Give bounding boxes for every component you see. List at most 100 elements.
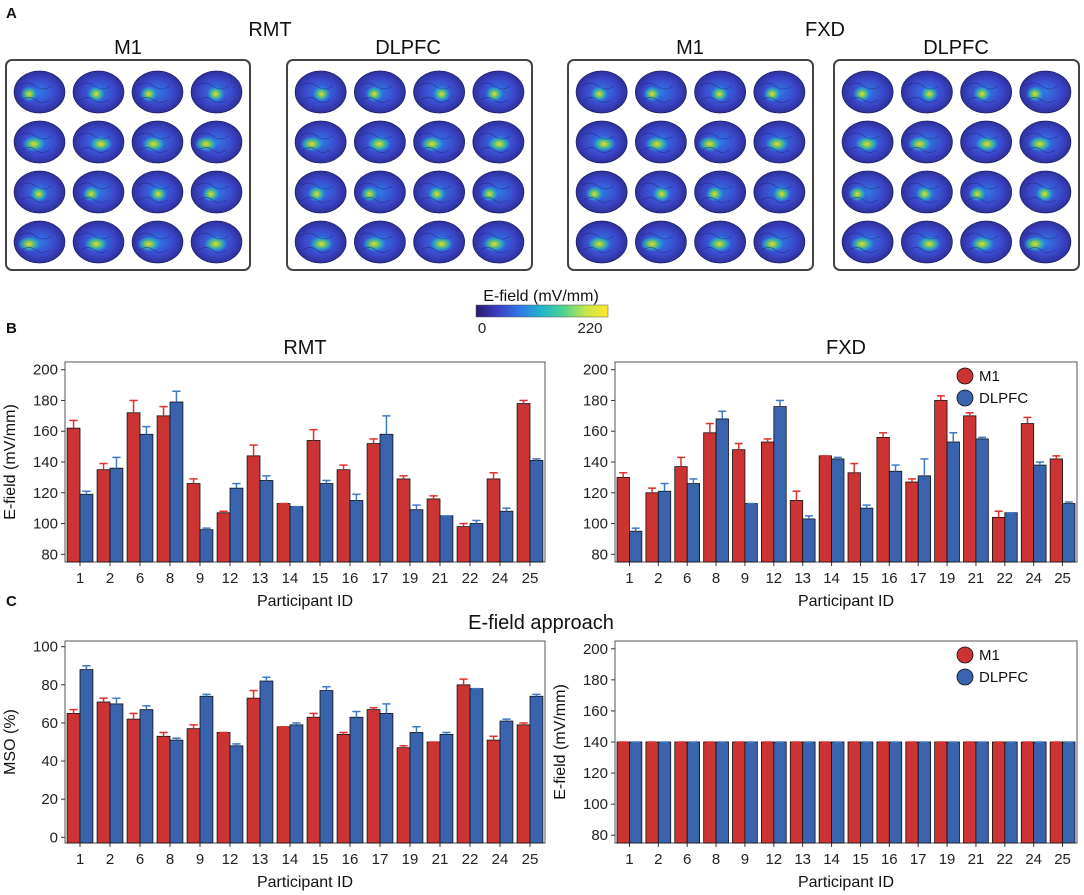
- x-tick-label: 12: [222, 851, 239, 868]
- brain-map-group: [833, 59, 1080, 271]
- x-tick-label: 8: [712, 851, 720, 868]
- brain-map: [575, 120, 628, 164]
- brain-map: [960, 70, 1013, 114]
- error-bar-dlpfc: [412, 504, 421, 510]
- bar-dlpfc: [169, 401, 184, 563]
- legend: M1 DLPFC: [956, 367, 1028, 407]
- x-tick-label: 22: [996, 570, 1013, 587]
- error-bar-dlpfc: [631, 527, 640, 532]
- bar-dlpfc: [946, 441, 960, 563]
- legend-label: M1: [979, 368, 1000, 385]
- error-bar-m1: [339, 464, 348, 470]
- bar-dlpfc: [715, 741, 729, 844]
- error-bar-dlpfc: [232, 482, 241, 489]
- brain-map: [72, 120, 125, 164]
- error-bar-dlpfc: [112, 456, 121, 469]
- x-tick-label: 24: [1025, 851, 1042, 868]
- error-bar-m1: [994, 510, 1003, 518]
- bar-m1: [456, 684, 471, 844]
- error-bar-dlpfc: [442, 731, 451, 735]
- bar-dlpfc: [79, 493, 94, 563]
- brain-map: [694, 170, 747, 214]
- colorbar: [475, 304, 609, 318]
- brain-map: [13, 70, 66, 114]
- error-bar-m1: [879, 432, 888, 438]
- error-bar-m1: [309, 712, 318, 718]
- error-bar-dlpfc: [262, 475, 271, 481]
- bar-dlpfc: [229, 745, 244, 844]
- x-tick-label: 25: [522, 851, 539, 868]
- error-bar-m1: [792, 490, 801, 501]
- x-tick-label: 25: [1054, 570, 1071, 587]
- bar-m1: [703, 741, 717, 844]
- brain-map: [1019, 70, 1072, 114]
- x-tick-label: 15: [852, 570, 869, 587]
- bar-m1: [789, 741, 804, 844]
- panel-a-rmt-title: RMT: [248, 19, 291, 41]
- brain-map: [13, 120, 66, 164]
- x-tick-label: 17: [910, 570, 927, 587]
- x-tick-label: 13: [794, 570, 811, 587]
- x-tick-label: 2: [654, 851, 662, 868]
- chart-title: FXD: [826, 337, 866, 359]
- brain-map-frame: [567, 59, 814, 271]
- x-tick-label: 21: [968, 851, 985, 868]
- error-bar-dlpfc: [532, 693, 541, 697]
- error-bar-dlpfc: [172, 390, 181, 402]
- panel-a-label: A: [6, 5, 17, 22]
- error-bar-dlpfc: [502, 507, 511, 512]
- error-bar-m1: [619, 472, 628, 478]
- bar-m1: [276, 503, 291, 563]
- bar-m1: [847, 472, 861, 563]
- error-bar-m1: [399, 475, 408, 479]
- bar-dlpfc: [686, 741, 701, 844]
- bar-m1: [156, 735, 171, 844]
- brain-map: [753, 70, 806, 114]
- x-tick-label: 14: [282, 570, 299, 587]
- bar-m1: [426, 498, 441, 563]
- bar-m1: [216, 512, 231, 563]
- x-tick-label: 8: [712, 570, 720, 587]
- brain-map: [472, 170, 525, 214]
- x-tick-label: 13: [252, 570, 269, 587]
- error-bar-m1: [159, 405, 168, 416]
- panel-a-group-2: DLPFC: [375, 37, 441, 59]
- bar-m1: [616, 741, 630, 844]
- x-tick-label: 1: [625, 570, 633, 587]
- brain-map: [575, 220, 628, 264]
- bar-dlpfc: [686, 483, 701, 563]
- bar-m1: [905, 741, 919, 844]
- bar-dlpfc: [629, 530, 643, 563]
- brain-map: [1019, 120, 1072, 164]
- error-bar-m1: [965, 412, 974, 416]
- brain-map: [472, 220, 525, 264]
- error-bar-dlpfc: [833, 456, 842, 459]
- error-bar-dlpfc: [322, 479, 331, 484]
- brain-map: [900, 70, 953, 114]
- bar-dlpfc: [831, 741, 845, 844]
- brain-map: [72, 220, 125, 264]
- x-tick-label: 1: [76, 851, 84, 868]
- bar-m1: [818, 455, 832, 563]
- bar-dlpfc: [831, 458, 845, 563]
- error-bar-m1: [369, 438, 378, 444]
- y-tick-label: 180: [33, 392, 58, 409]
- bar-dlpfc: [199, 695, 214, 844]
- colorbar-min-label: 0: [478, 320, 486, 337]
- bar-dlpfc: [319, 690, 334, 844]
- brain-map: [190, 170, 243, 214]
- bar-m1: [760, 741, 775, 844]
- y-tick-label: 160: [583, 423, 608, 440]
- brain-map: [472, 120, 525, 164]
- legend-dlpfc: DLPFC: [956, 668, 1028, 686]
- y-tick-label: 40: [41, 753, 58, 770]
- bar-dlpfc: [744, 503, 758, 563]
- legend-dlpfc: DLPFC: [956, 389, 1028, 407]
- brain-map: [753, 170, 806, 214]
- x-axis-title: Participant ID: [257, 593, 353, 610]
- x-tick-label: 13: [252, 851, 269, 868]
- bar-m1: [396, 478, 411, 563]
- x-tick-label: 24: [492, 851, 509, 868]
- brain-map: [575, 170, 628, 214]
